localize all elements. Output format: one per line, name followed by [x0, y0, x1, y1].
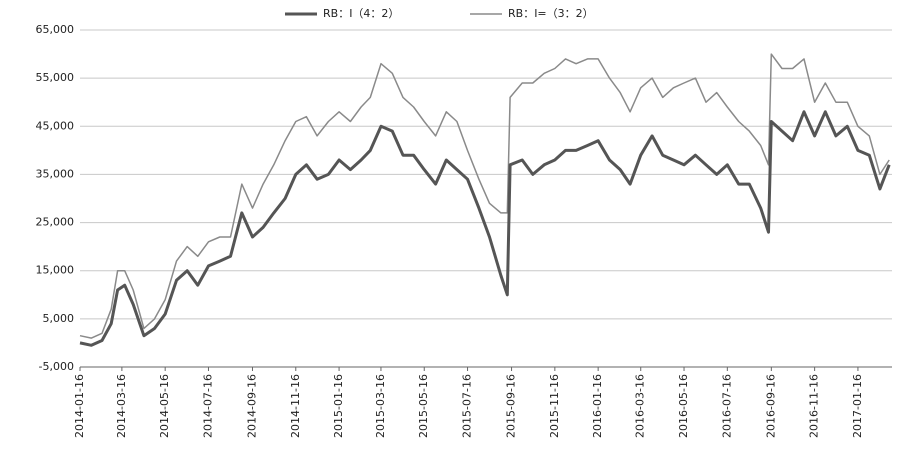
legend-label: RB：I（4：2） — [323, 7, 399, 20]
x-tick-label: 2014-01-16 — [73, 374, 86, 438]
series-line — [79, 53, 890, 339]
x-tick-label: 2014-11-16 — [289, 374, 302, 438]
x-tick-label: 2016-11-16 — [808, 374, 821, 438]
x-tick-label: 2016-05-16 — [677, 374, 690, 438]
series-line — [79, 110, 891, 347]
x-tick-label: 2015-03-16 — [374, 374, 387, 438]
x-tick-label: 2014-03-16 — [115, 374, 128, 438]
y-tick-label: 65,000 — [36, 23, 75, 36]
x-tick-label: 2016-07-16 — [720, 374, 733, 438]
y-tick-label: 55,000 — [36, 71, 75, 84]
x-tick-label: 2016-03-16 — [634, 374, 647, 438]
x-tick-label: 2015-11-16 — [548, 374, 561, 438]
x-tick-label: 2016-01-16 — [591, 374, 604, 438]
legend-label: RB：I=（3：2） — [508, 7, 594, 20]
x-tick-label: 2014-09-16 — [245, 374, 258, 438]
x-tick-label: 2015-09-16 — [505, 374, 518, 438]
x-tick-label: 2016-09-16 — [764, 374, 777, 438]
y-tick-label: 5,000 — [43, 312, 75, 325]
y-tick-label: 35,000 — [36, 167, 75, 180]
x-tick-label: 2015-05-16 — [417, 374, 430, 438]
x-tick-label: 2014-05-16 — [158, 374, 171, 438]
x-tick-label: 2014-07-16 — [201, 374, 214, 438]
y-tick-label: 45,000 — [36, 119, 75, 132]
x-tick-label: 2017-01-16 — [851, 374, 864, 438]
y-tick-label: -5,000 — [39, 360, 74, 373]
y-tick-label: 15,000 — [36, 264, 75, 277]
y-tick-label: 25,000 — [36, 216, 75, 229]
x-tick-label: 2015-01-16 — [332, 374, 345, 438]
x-tick-label: 2015-07-16 — [461, 374, 474, 438]
